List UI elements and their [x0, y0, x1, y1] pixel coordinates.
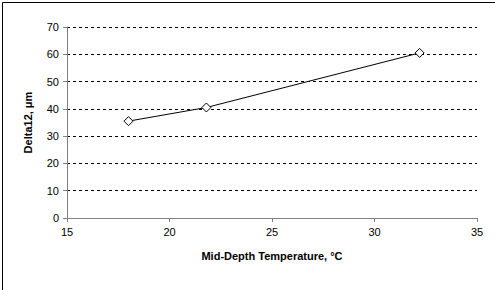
svg-text:15: 15	[61, 226, 73, 238]
svg-text:60: 60	[47, 48, 59, 60]
svg-text:35: 35	[471, 226, 483, 238]
svg-text:40: 40	[47, 103, 59, 115]
svg-text:Mid-Depth Temperature, °C: Mid-Depth Temperature, °C	[201, 250, 342, 262]
svg-text:30: 30	[368, 226, 380, 238]
svg-text:Delta12, μm: Delta12, μm	[22, 91, 34, 153]
svg-text:25: 25	[266, 226, 278, 238]
svg-text:0: 0	[53, 212, 59, 224]
svg-text:70: 70	[47, 21, 59, 33]
svg-text:20: 20	[47, 157, 59, 169]
svg-text:50: 50	[47, 76, 59, 88]
svg-text:20: 20	[163, 226, 175, 238]
svg-text:30: 30	[47, 130, 59, 142]
svg-text:10: 10	[47, 185, 59, 197]
